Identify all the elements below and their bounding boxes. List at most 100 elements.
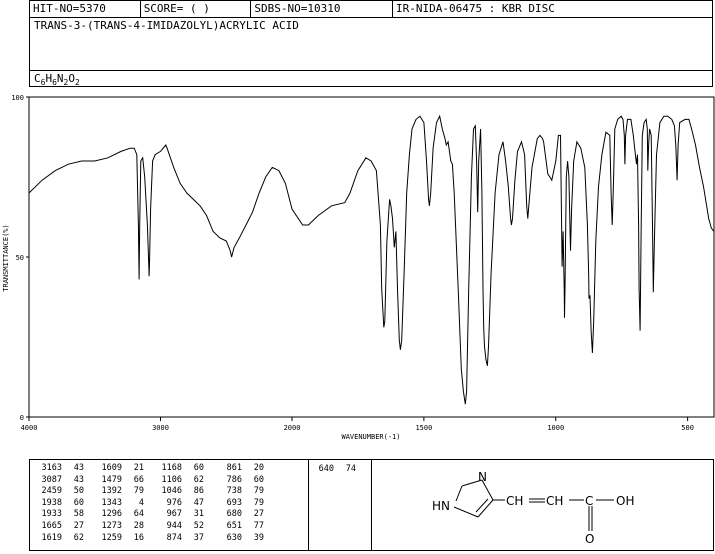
peak-transmittance: 21 — [133, 463, 144, 473]
peak-wavenumber: 1273 — [101, 520, 122, 531]
peak-wavenumber: 1046 — [161, 486, 182, 497]
formula-element: H — [45, 72, 53, 85]
peak-wavenumber: 1933 — [41, 509, 62, 520]
formula-subscript: 2 — [63, 78, 69, 88]
sdbs-number: SDBS-NO=10310 — [251, 1, 393, 17]
peak-transmittance: 43 — [73, 463, 84, 473]
atom-hn: HN — [432, 499, 450, 513]
formula-element: N — [56, 72, 64, 85]
y-tick-label: 100 — [11, 94, 24, 102]
molecule-structure: N HN CH CH C OH O — [432, 470, 634, 546]
x-tick-label: 3000 — [152, 424, 169, 432]
peak-wavenumber: 1168 — [161, 463, 182, 473]
atom-oh: OH — [616, 494, 634, 508]
plot-frame — [28, 96, 715, 418]
peak-wavenumber: 861 — [226, 463, 242, 473]
structure-box: N HN CH CH C OH O — [371, 459, 714, 551]
peak-transmittance: 28 — [133, 520, 144, 531]
peak-transmittance: 58 — [73, 509, 84, 520]
peak-wavenumber: 3087 — [41, 474, 62, 485]
peak-row: 3087 43 1479 66 1106 62 786 60 — [30, 475, 270, 487]
atom-o: O — [585, 532, 594, 546]
peak-table-grid: 3163 43 1609 21 1168 60 861 20 3087 43 1479 66 1106 6… — [30, 463, 270, 544]
peak-transmittance: 62 — [73, 532, 84, 543]
peak-transmittance: 77 — [253, 520, 264, 531]
peak-row: 1938 60 1343 4 976 47 693 79 — [30, 498, 270, 510]
peak-transmittance: 79 — [253, 486, 264, 497]
peak-row: 2459 50 1392 79 1046 86 738 79 — [30, 486, 270, 498]
peak-transmittance: 27 — [253, 509, 264, 520]
hit-number: HIT-NO=5370 — [30, 1, 141, 17]
peak-transmittance: 27 — [73, 520, 84, 531]
peak-transmittance: 47 — [193, 497, 204, 508]
x-tick-label: 4000 — [21, 424, 38, 432]
peak-wavenumber: 630 — [226, 532, 242, 543]
ir-spectrum-chart: 0 50 100 4000 3000 2000 1500 1000 500 WAVENUMBE… — [2, 94, 715, 441]
ir-code: IR-NIDA-06475 : KBR DISC — [395, 2, 555, 15]
x-tick-label: 500 — [681, 424, 694, 432]
peak-wavenumber: 1609 — [101, 463, 122, 473]
peak-wavenumber: 738 — [226, 486, 242, 497]
peak-transmittance: 20 — [253, 463, 264, 473]
peak-transmittance: 4 — [138, 497, 144, 508]
peak-wavenumber: 874 — [166, 532, 182, 543]
spectrum-header: HIT-NO=5370 SCORE= ( ) SDBS-NO=10310 IR-… — [29, 0, 714, 87]
peak-transmittance: 16 — [133, 532, 144, 543]
peak-wavenumber: 1619 — [41, 532, 62, 543]
peak-wavenumber: 1106 — [161, 474, 182, 485]
peak-wavenumber: 3163 — [41, 463, 62, 473]
peak-transmittance: 62 — [193, 474, 204, 485]
peak-wavenumber: 944 — [166, 520, 182, 531]
peak-wavenumber: 976 — [166, 497, 182, 508]
y-axis-label: TRANSMITTANCE(%) — [2, 224, 10, 291]
peak-transmittance: 79 — [253, 497, 264, 508]
peak-wavenumber: 1479 — [101, 474, 122, 485]
formula-subscript: 6 — [52, 78, 57, 88]
peak-transmittance: 60 — [73, 497, 84, 508]
peak-transmittance: 31 — [193, 509, 204, 520]
peak-row: 1619 62 1259 16 874 37 630 39 — [30, 533, 270, 545]
formula-subscript: 6 — [40, 78, 46, 88]
formula-element: O — [68, 72, 75, 85]
atom-ch-1: CH — [506, 494, 523, 508]
peak-row: 1665 27 1273 28 944 52 651 77 — [30, 521, 270, 533]
peak-transmittance: 66 — [133, 474, 144, 485]
x-axis-label: WAVENUMBER(-1) — [341, 433, 400, 441]
peak-wavenumber: 680 — [226, 509, 242, 520]
peak-transmittance: 86 — [193, 486, 204, 497]
compound-name: TRANS-3-(TRANS-4-IMIDAZOLYL)ACRYLIC ACID — [29, 17, 713, 71]
peak-transmittance: 39 — [253, 532, 264, 543]
peak-transmittance: 43 — [73, 474, 84, 485]
peak-transmittance: 37 — [193, 532, 204, 543]
peak-wavenumber: 1296 — [101, 509, 122, 520]
peak-table-extra-grid: 640 74 — [309, 463, 357, 477]
peak-wavenumber: 693 — [226, 497, 242, 508]
peak-wavenumber: 1938 — [41, 497, 62, 508]
peak-wavenumber: 2459 — [41, 486, 62, 497]
header-row: HIT-NO=5370 SCORE= ( ) SDBS-NO=10310 IR-… — [29, 0, 713, 18]
peak-wavenumber: 1343 — [101, 497, 122, 508]
y-tick-label: 50 — [16, 254, 24, 262]
peak-wavenumber: 1665 — [41, 520, 62, 531]
peak-wavenumber: 651 — [226, 520, 242, 531]
peak-transmittance: 64 — [133, 509, 144, 520]
peak-row: 3163 43 1609 21 1168 60 861 20 — [30, 463, 270, 475]
peak-table: 3163 43 1609 21 1168 60 861 20 3087 43 1479 66 1106 6… — [29, 459, 309, 551]
peak-table-extra: 640 74 — [309, 459, 371, 551]
peak-transmittance: 79 — [133, 486, 144, 497]
peak-wavenumber: 1259 — [101, 532, 122, 543]
y-tick-label: 0 — [20, 414, 24, 422]
peak-wavenumber: 640 — [318, 464, 334, 474]
peak-row: 640 74 — [309, 463, 357, 477]
atom-n: N — [478, 470, 487, 484]
peak-transmittance: 50 — [73, 486, 84, 497]
peak-transmittance: 74 — [345, 464, 356, 474]
peak-row: 1933 58 1296 64 967 31 680 27 — [30, 509, 270, 521]
molecular-formula: C6H6N2O2 — [29, 70, 713, 87]
peak-wavenumber: 1392 — [101, 486, 122, 497]
peak-wavenumber: 786 — [226, 474, 242, 485]
peak-transmittance: 52 — [193, 520, 204, 531]
formula-element: C — [34, 72, 41, 85]
peak-wavenumber: 967 — [166, 509, 182, 520]
spectrum-line — [28, 114, 715, 405]
